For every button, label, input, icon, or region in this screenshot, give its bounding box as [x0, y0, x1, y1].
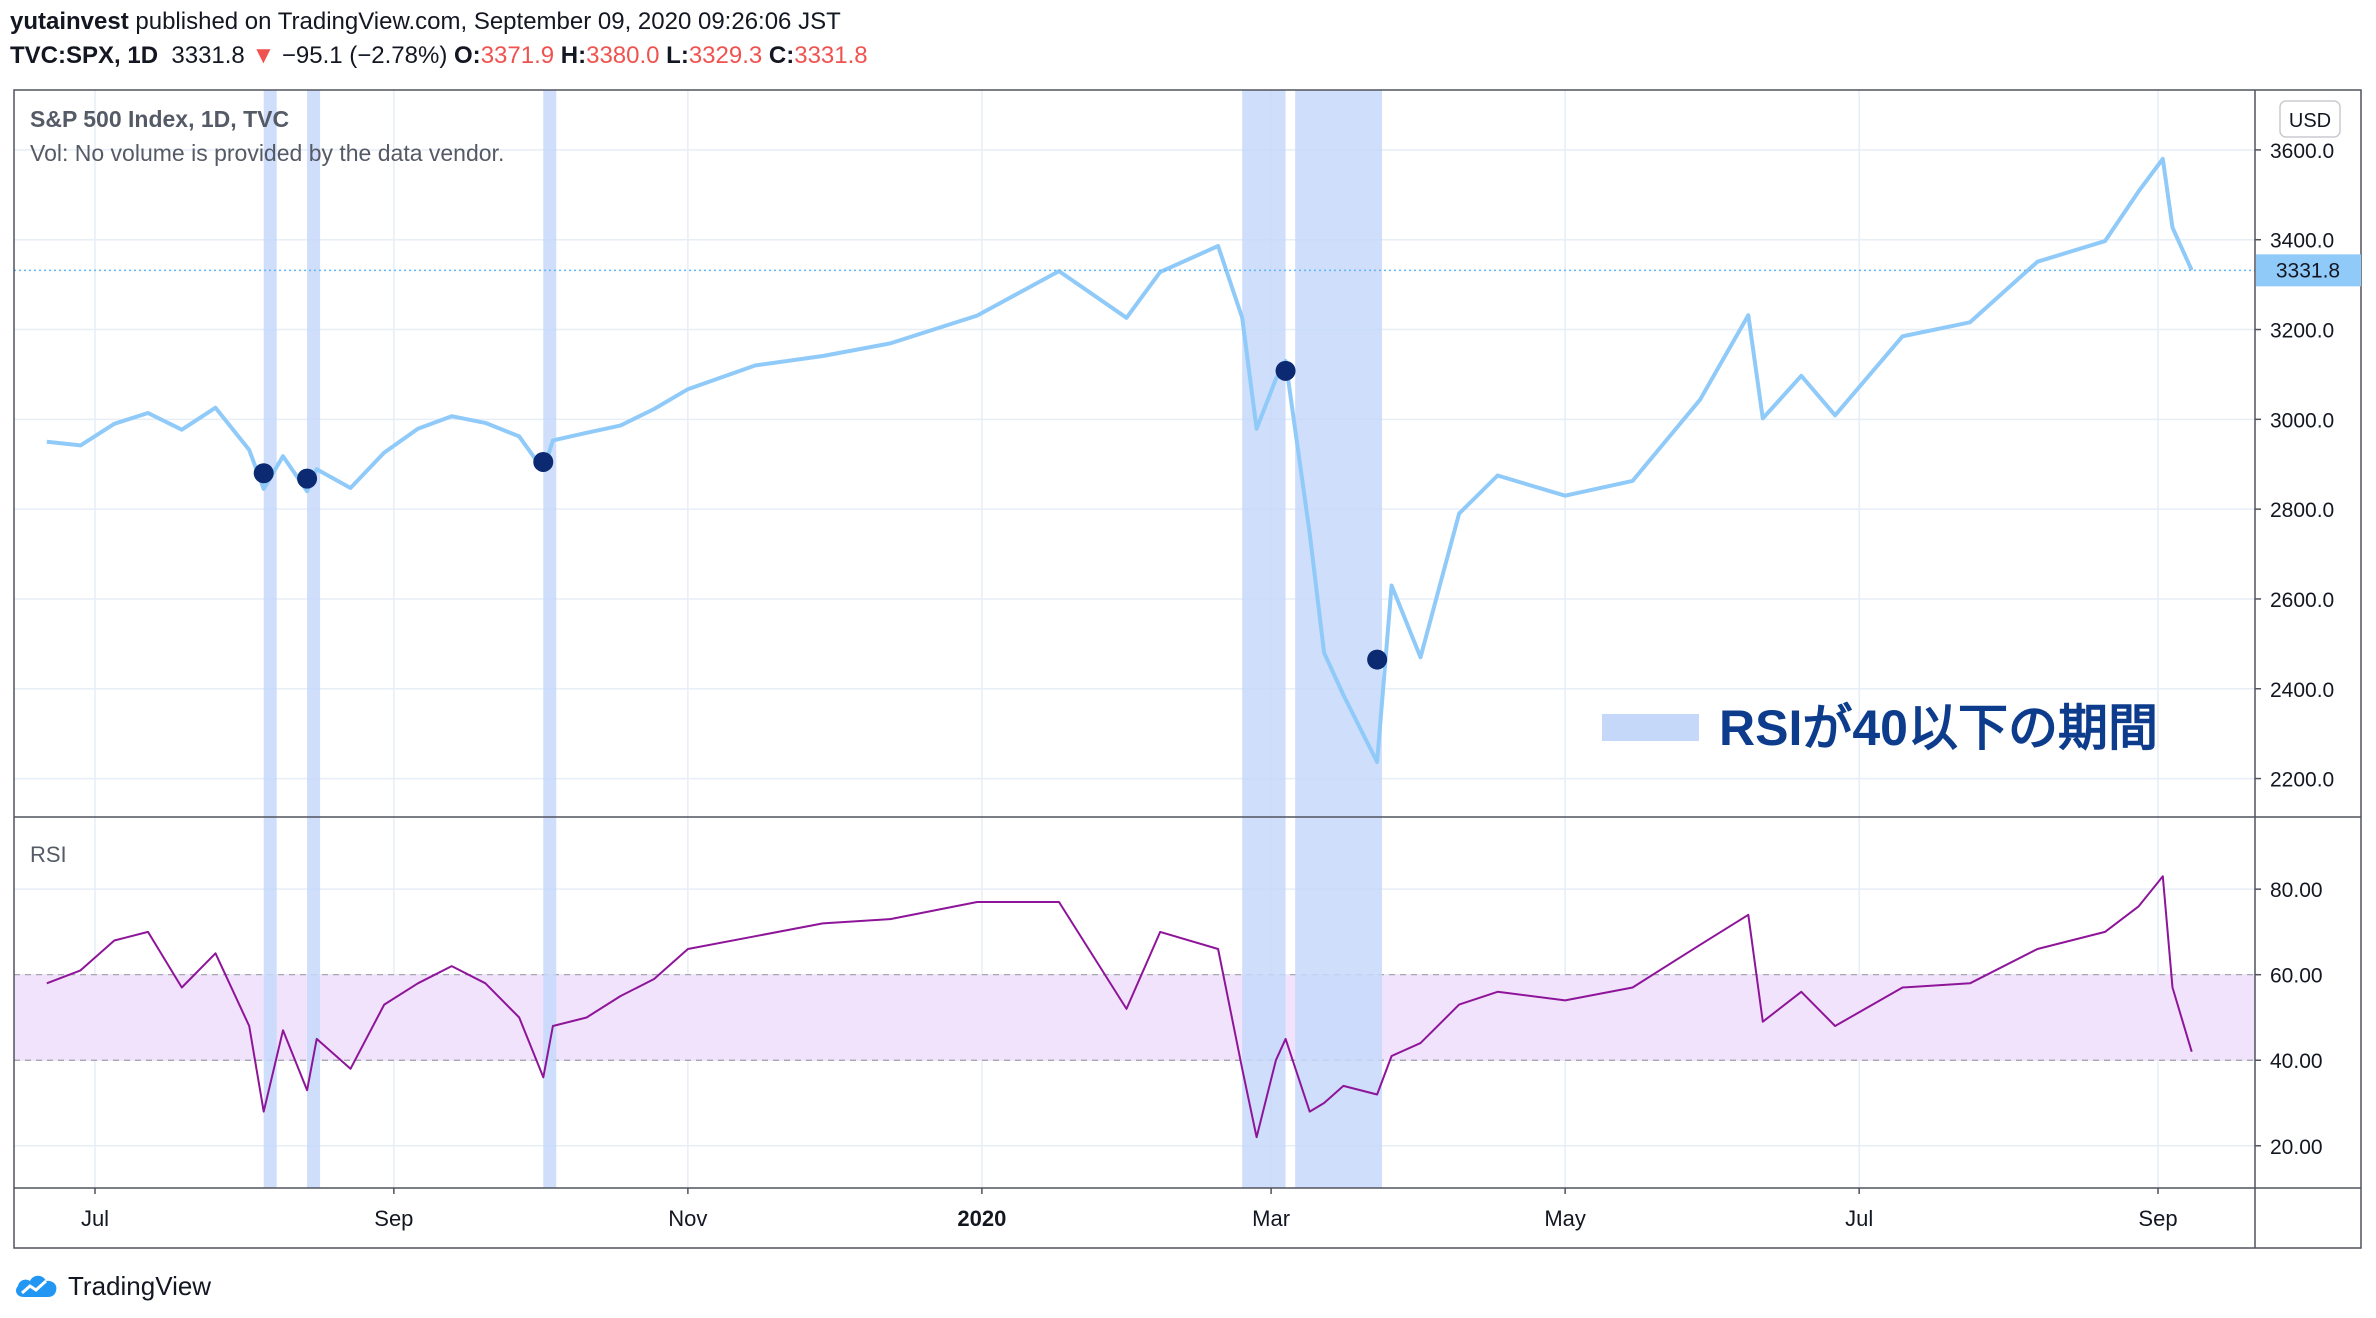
price-axis-label: 2200.0: [2270, 769, 2334, 792]
signal-marker: [297, 468, 318, 489]
rsi-below-40-highlights: [263, 90, 1382, 1188]
price-axis-label: 3200.0: [2270, 320, 2334, 343]
highlight-period: [263, 90, 277, 1188]
time-axis[interactable]: Jul Sep Nov 2020 Mar May Jul Sep: [81, 1188, 2178, 1231]
legend-swatch: [1602, 714, 1699, 741]
rsi-band: [14, 974, 2255, 1061]
time-axis-label: Jul: [1845, 1206, 1873, 1231]
last-price-tag-label: 3331.8: [2276, 259, 2340, 282]
down-arrow-icon: ▼: [251, 42, 276, 69]
author-name[interactable]: yutainvest: [10, 8, 129, 35]
tradingview-logo[interactable]: TradingView: [12, 1268, 211, 1304]
time-axis-label: Sep: [374, 1206, 413, 1231]
time-axis-label: May: [1544, 1206, 1586, 1231]
signal-marker: [533, 451, 554, 472]
highlight-period: [307, 90, 321, 1188]
last-price-tag: 3331.8: [2256, 254, 2361, 287]
price-axis-label: 2600.0: [2270, 589, 2334, 612]
last-price: 3331.8: [171, 42, 245, 69]
price-axis-label: 3400.0: [2270, 230, 2334, 253]
currency-button[interactable]: [2279, 100, 2341, 138]
open-value: 3371.9: [480, 42, 555, 69]
price-line: [46, 156, 2194, 764]
rsi-series: [46, 875, 2193, 1139]
price-axis[interactable]: 2200.0 2400.0 2600.0 2800.0 3000.0 3200.0 3400…: [2255, 140, 2334, 792]
close-value: 3331.8: [794, 42, 868, 69]
price-pane-title: S&P 500 Index, 1D, TVC: [30, 106, 289, 132]
price-axis-label: 2400.0: [2270, 679, 2334, 702]
open-label: O:: [454, 42, 481, 69]
publish-info: published on TradingView.com, September …: [135, 8, 841, 35]
rsi-band-fill: [14, 974, 2255, 1061]
time-axis-label: Sep: [2138, 1206, 2177, 1231]
high-value: 3380.0: [586, 42, 660, 69]
rsi-axis-label: 20.00: [2270, 1136, 2323, 1159]
cloud-icon: [16, 1275, 57, 1297]
rsi-line: [46, 875, 2193, 1139]
low-value: 3329.3: [688, 42, 763, 69]
signal-marker: [1367, 649, 1388, 670]
time-axis-label: Nov: [668, 1206, 707, 1231]
rsi-axis-label: 80.00: [2270, 879, 2323, 902]
rsi-pane-title: RSI: [30, 842, 67, 867]
rsi-axis[interactable]: 20.00 40.00 60.00 80.00: [2255, 879, 2323, 1159]
close-label: C:: [768, 42, 795, 69]
time-axis-label: Mar: [1252, 1206, 1290, 1231]
price-axis-label: 3000.0: [2270, 409, 2334, 432]
time-axis-label: Jul: [81, 1206, 109, 1231]
high-label: H:: [560, 42, 587, 69]
highlight-period: [543, 90, 557, 1188]
price-series: [14, 156, 2255, 764]
highlight-period: [1295, 90, 1382, 1188]
chart-frame: [13, 89, 2362, 1249]
ohlc-line: TVC:SPX, 1D 3331.8 ▼ −95.1 (−2.78%) O:33…: [10, 42, 868, 70]
price-axis-label: 3600.0: [2270, 140, 2334, 163]
symbol-label: TVC:SPX, 1D: [10, 42, 159, 69]
low-label: L:: [666, 42, 689, 69]
signal-marker: [253, 463, 274, 484]
signal-markers: [253, 360, 1388, 670]
publish-line: yutainvest published on TradingView.com,…: [10, 8, 841, 36]
highlight-period: [1242, 90, 1286, 1188]
signal-marker: [1275, 360, 1296, 381]
last-price-tag-bg: [2256, 254, 2361, 287]
legend-annotation: RSIが40以下の期間: [1719, 700, 2158, 756]
rsi-axis-label: 40.00: [2270, 1050, 2323, 1073]
outer-border: [13, 89, 2362, 1249]
brand-name: TradingView: [68, 1270, 212, 1301]
currency-label: USD: [2289, 110, 2331, 132]
volume-note: Vol: No volume is provided by the data v…: [30, 140, 504, 166]
price-axis-label: 2800.0: [2270, 499, 2334, 522]
rsi-axis-label: 60.00: [2270, 965, 2323, 988]
price-change: −95.1 (−2.78%): [281, 42, 448, 69]
time-axis-label: 2020: [957, 1206, 1006, 1231]
